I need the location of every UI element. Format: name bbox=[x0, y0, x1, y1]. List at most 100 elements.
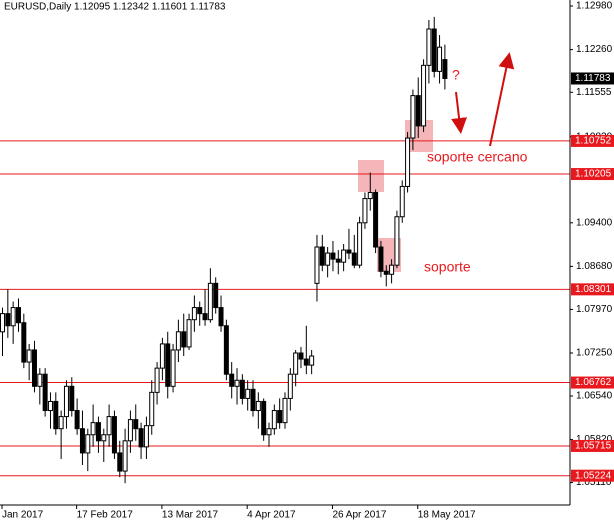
last-price-label: 1.11783 bbox=[575, 73, 611, 84]
level-label: 1.05715 bbox=[575, 441, 612, 452]
candle-body bbox=[261, 400, 267, 436]
candle-body bbox=[303, 358, 309, 366]
candle-body bbox=[399, 185, 405, 218]
candle-body bbox=[245, 388, 251, 399]
y-tick-label: 1.07970 bbox=[576, 304, 613, 315]
candle-body bbox=[218, 307, 224, 327]
candle-body bbox=[298, 352, 304, 360]
candle-body bbox=[138, 428, 144, 448]
chart-title: EURUSD,Daily 1.12095 1.12342 1.11601 1.1… bbox=[4, 2, 226, 13]
candle-body bbox=[53, 400, 59, 430]
y-tick-label: 1.11555 bbox=[576, 87, 612, 98]
candle-body bbox=[229, 373, 235, 387]
annotation: soporte bbox=[424, 259, 471, 275]
last-price-box bbox=[571, 72, 614, 85]
level-label: 1.10205 bbox=[575, 169, 612, 180]
y-tick-label: 1.12980 bbox=[576, 1, 613, 12]
candle-body bbox=[271, 410, 277, 430]
candle-body bbox=[319, 246, 325, 266]
x-tick-label: 26 Apr 2017 bbox=[332, 510, 386, 520]
level-label: 1.06762 bbox=[575, 377, 612, 388]
candle-body bbox=[405, 137, 411, 187]
level-label: 1.08301 bbox=[575, 284, 612, 295]
candle-body bbox=[287, 373, 293, 399]
candle-body bbox=[69, 385, 75, 412]
candle-body bbox=[330, 252, 336, 260]
candle-body bbox=[207, 282, 213, 321]
candle-body bbox=[325, 252, 331, 266]
candle-body bbox=[389, 264, 395, 275]
highlight-box bbox=[358, 160, 384, 192]
level-label: 1.05224 bbox=[575, 470, 612, 481]
candle-body bbox=[175, 331, 181, 351]
candle-body bbox=[335, 258, 341, 263]
x-tick-label: 13 Mar 2017 bbox=[162, 510, 219, 520]
candle-body bbox=[341, 249, 347, 263]
candle-body bbox=[431, 28, 437, 72]
level-label: 1.10752 bbox=[575, 136, 612, 147]
candle-body bbox=[117, 452, 123, 472]
candle-body bbox=[277, 410, 283, 424]
annotation: soporte cercano bbox=[427, 149, 528, 165]
level-label-box bbox=[571, 168, 614, 181]
candle-body bbox=[101, 434, 107, 442]
candle-body bbox=[191, 307, 197, 321]
candle-body bbox=[111, 416, 117, 454]
y-tick-label: 1.06540 bbox=[576, 391, 613, 402]
annotation: ? bbox=[452, 67, 460, 83]
candle-body bbox=[143, 425, 149, 448]
candle-body bbox=[63, 385, 69, 418]
candle-body bbox=[309, 355, 315, 366]
x-tick-label: 4 Apr 2017 bbox=[247, 510, 296, 520]
candle-body bbox=[133, 419, 139, 430]
level-label-box bbox=[571, 439, 614, 452]
level-label-box bbox=[571, 376, 614, 389]
candle-body bbox=[239, 379, 245, 399]
candle-body bbox=[351, 252, 357, 266]
candle-body bbox=[31, 349, 37, 387]
candle-body bbox=[47, 400, 53, 412]
candle-body bbox=[437, 46, 443, 72]
candle-body bbox=[26, 349, 32, 363]
candle-body bbox=[415, 95, 421, 127]
candle-body bbox=[202, 313, 208, 321]
candle-body bbox=[21, 322, 27, 363]
candle-body bbox=[5, 313, 11, 327]
x-tick-label: Jan 2017 bbox=[2, 510, 44, 520]
candle-body bbox=[421, 64, 427, 127]
level-label-box bbox=[571, 283, 614, 296]
candle-body bbox=[367, 192, 373, 200]
candle-body bbox=[362, 198, 368, 224]
y-tick-label: 1.07250 bbox=[576, 348, 613, 359]
candle-body bbox=[442, 59, 448, 79]
candle-body bbox=[159, 343, 165, 369]
candle-body bbox=[255, 400, 261, 412]
candle-body bbox=[85, 434, 91, 454]
candle-body bbox=[426, 28, 432, 66]
candle-body bbox=[357, 222, 363, 266]
candle-body bbox=[127, 419, 133, 442]
candle-body bbox=[282, 397, 288, 424]
candle-body bbox=[122, 440, 128, 472]
arrow bbox=[451, 91, 468, 134]
candle-body bbox=[149, 391, 155, 427]
level-label-box bbox=[571, 134, 614, 147]
candle-body bbox=[250, 388, 256, 412]
candle-body bbox=[15, 307, 21, 324]
candle-body bbox=[74, 410, 80, 430]
y-tick-label: 1.05110 bbox=[576, 477, 612, 488]
candle-body bbox=[373, 192, 379, 248]
candle-body bbox=[170, 349, 176, 387]
candle-body bbox=[90, 422, 96, 436]
arrow bbox=[489, 52, 515, 147]
y-tick-label: 1.09400 bbox=[576, 217, 613, 228]
x-tick-label: 18 May 2017 bbox=[418, 510, 476, 520]
x-tick-label: 17 Feb 2017 bbox=[77, 510, 134, 520]
candle-body bbox=[79, 428, 85, 454]
candle-body bbox=[10, 307, 16, 327]
candle-body bbox=[293, 352, 299, 375]
candle-body bbox=[95, 422, 101, 442]
candle-body bbox=[378, 246, 384, 272]
candle-body bbox=[394, 216, 400, 266]
